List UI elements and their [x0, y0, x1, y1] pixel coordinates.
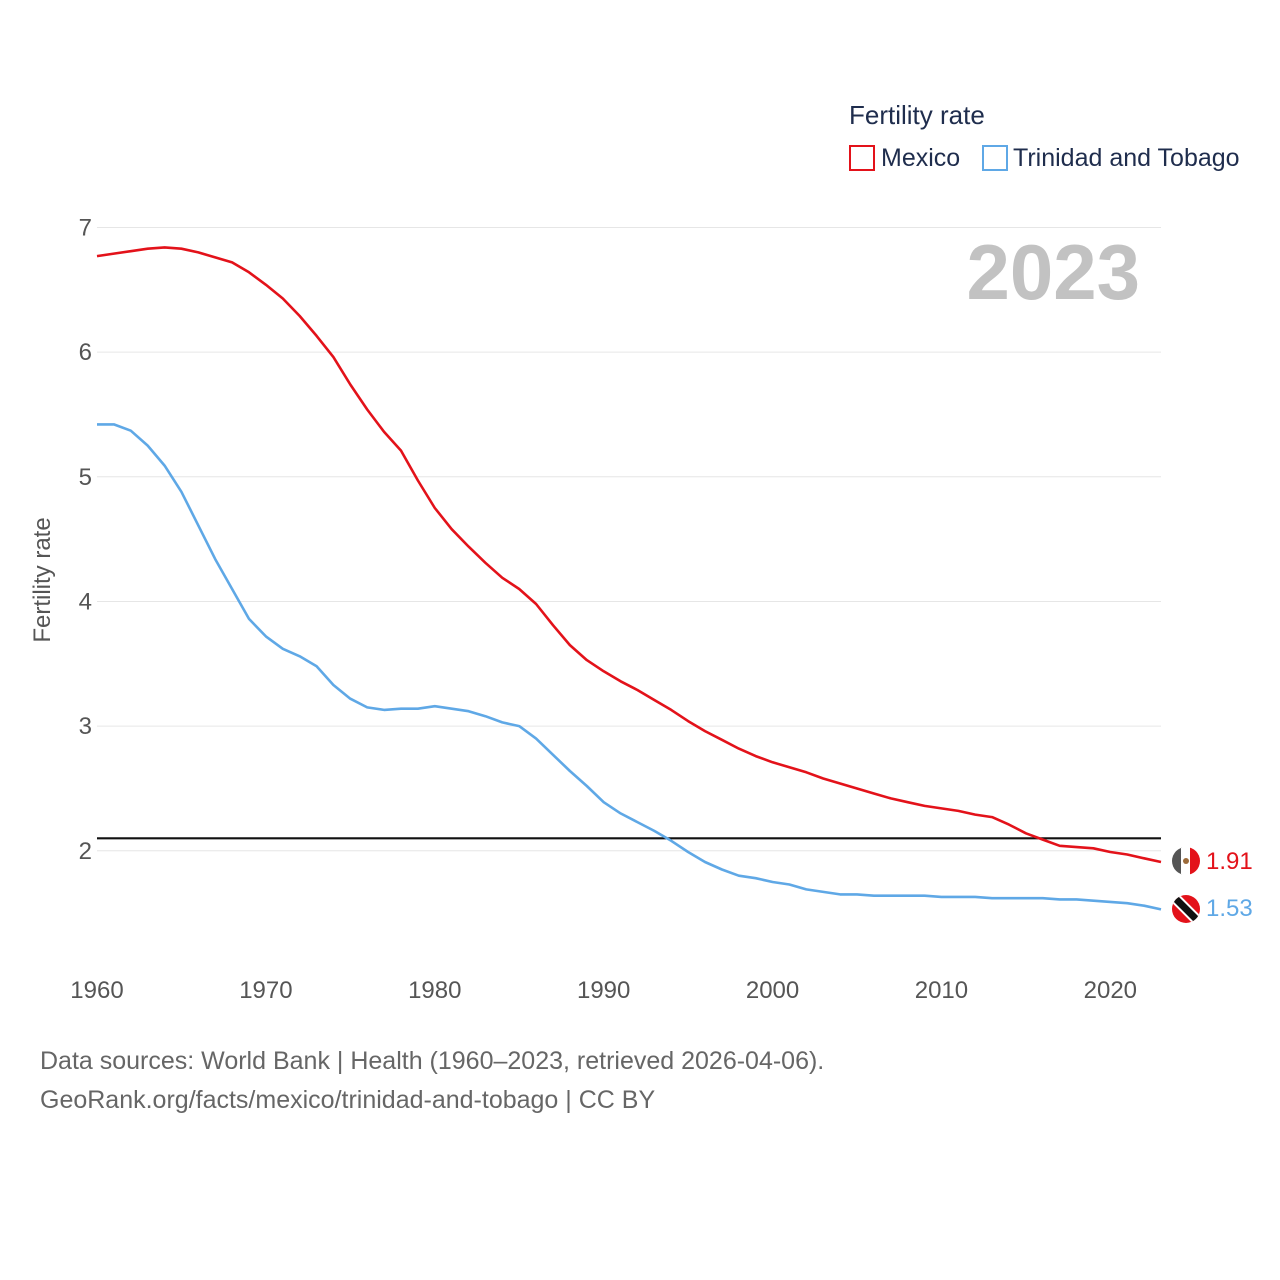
legend: Fertility rate Mexico Trinidad and Tobag… — [849, 100, 1240, 172]
legend-title: Fertility rate — [849, 100, 985, 130]
series-lines — [96, 246, 1162, 911]
x-tick-label: 2020 — [1084, 977, 1137, 1004]
y-tick-label: 2 — [79, 838, 92, 865]
y-axis-label: Fertility rate — [29, 517, 56, 642]
x-tick-label: 1960 — [70, 977, 123, 1004]
x-tick-label: 1990 — [577, 977, 630, 1004]
data-source-line: Data sources: World Bank | Health (1960–… — [40, 1047, 824, 1075]
legend-swatch-mexico — [849, 145, 875, 171]
y-tick-label: 6 — [79, 339, 92, 366]
series-line-trinidad-and-tobago[interactable] — [97, 423, 1162, 911]
y-tick-label: 4 — [79, 588, 92, 615]
y-tick-label: 5 — [79, 464, 92, 491]
x-tick-label: 2010 — [915, 977, 968, 1004]
legend-label-mexico: Mexico — [881, 144, 960, 172]
legend-swatch-trinidad-and-tobago — [982, 145, 1008, 171]
end-marker-mexico: 1.91 — [1172, 847, 1253, 875]
end-marker-trinidad-and-tobago: 1.53 — [1172, 895, 1253, 923]
end-value-trinidad-and-tobago: 1.53 — [1206, 895, 1253, 922]
end-value-mexico: 1.91 — [1206, 848, 1253, 875]
grid-lines — [97, 226, 1161, 852]
y-tick-label: 3 — [79, 713, 92, 740]
year-label: 2023 — [966, 228, 1140, 316]
x-axis-ticks: 1960 1970 1980 1990 2000 2010 2020 — [70, 977, 1137, 1004]
series-line-mexico[interactable] — [96, 246, 1162, 864]
trinidad-and-tobago-flag-icon — [1172, 895, 1200, 923]
y-tick-label: 7 — [79, 214, 92, 241]
legend-label-trinidad-and-tobago: Trinidad and Tobago — [1013, 144, 1240, 172]
x-tick-label: 1980 — [408, 977, 461, 1004]
attribution-link[interactable]: GeoRank.org/facts/mexico/trinidad-and-to… — [40, 1086, 655, 1114]
legend-item-trinidad-and-tobago[interactable]: Trinidad and Tobago — [982, 144, 1240, 172]
x-tick-label: 2000 — [746, 977, 799, 1004]
x-tick-label: 1970 — [239, 977, 292, 1004]
y-axis-ticks: 2 3 4 5 6 7 — [79, 214, 92, 864]
mexico-flag-icon — [1172, 847, 1200, 875]
legend-item-mexico[interactable]: Mexico — [849, 144, 960, 172]
